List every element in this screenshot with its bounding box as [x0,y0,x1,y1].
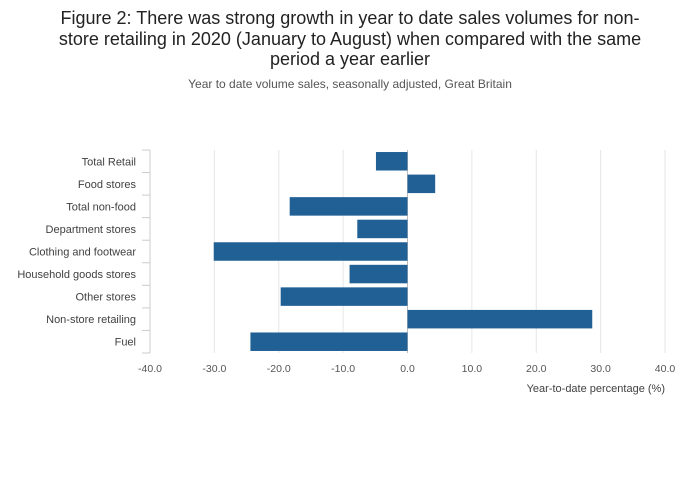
bar[interactable] [375,152,408,171]
chart-title-line-2: store retailing in 2020 (January to Augu… [58,28,642,49]
bar[interactable] [357,219,408,239]
bar[interactable] [250,332,408,351]
y-axis: Total Retail Food stores Total non-food Dep… [17,149,151,354]
chart-title-line-1: Figure 2: There was strong growth in yea… [60,8,640,28]
x-tick-label: 10.0 [462,363,483,375]
x-tick-label: 20.0 [526,363,547,375]
x-tick-label: 0.0 [400,363,415,375]
x-tick-label: 30.0 [590,363,611,375]
x-tick-label: -10.0 [331,363,355,375]
bar[interactable] [213,242,408,261]
x-tick-label: 40.0 [655,363,676,375]
bar[interactable] [407,174,436,194]
y-category-label: Fuel [115,337,136,349]
y-category-label: Total non-food [66,201,136,213]
bar[interactable] [349,264,408,284]
y-category-label: Department stores [46,224,137,236]
chart-title: Figure 2: There was strong growth in yea… [20,8,680,70]
y-category-label: Total Retail [82,156,136,168]
x-tick-label: -40.0 [138,363,162,375]
chart-subtitle: Year to date volume sales, seasonally ad… [188,77,512,91]
y-category-label: Clothing and footwear [29,247,136,259]
bar[interactable] [280,287,408,306]
bar[interactable] [289,197,408,216]
x-axis: -40.0 -30.0 -20.0 -10.0 0.0 10.0 20.0 30.0 40.0 [138,363,675,375]
y-category-label: Household goods stores [17,269,136,281]
bars [213,152,593,351]
y-category-label: Other stores [75,292,136,304]
y-category-label: Food stores [78,179,137,191]
x-axis-title: Year-to-date percentage (%) [527,383,665,395]
bar[interactable] [407,309,593,329]
x-tick-label: -20.0 [267,363,291,375]
y-category-label: Non-store retailing [46,314,136,326]
x-tick-label: -30.0 [202,363,226,375]
chart-title-line-3: period a year earlier [269,49,431,69]
